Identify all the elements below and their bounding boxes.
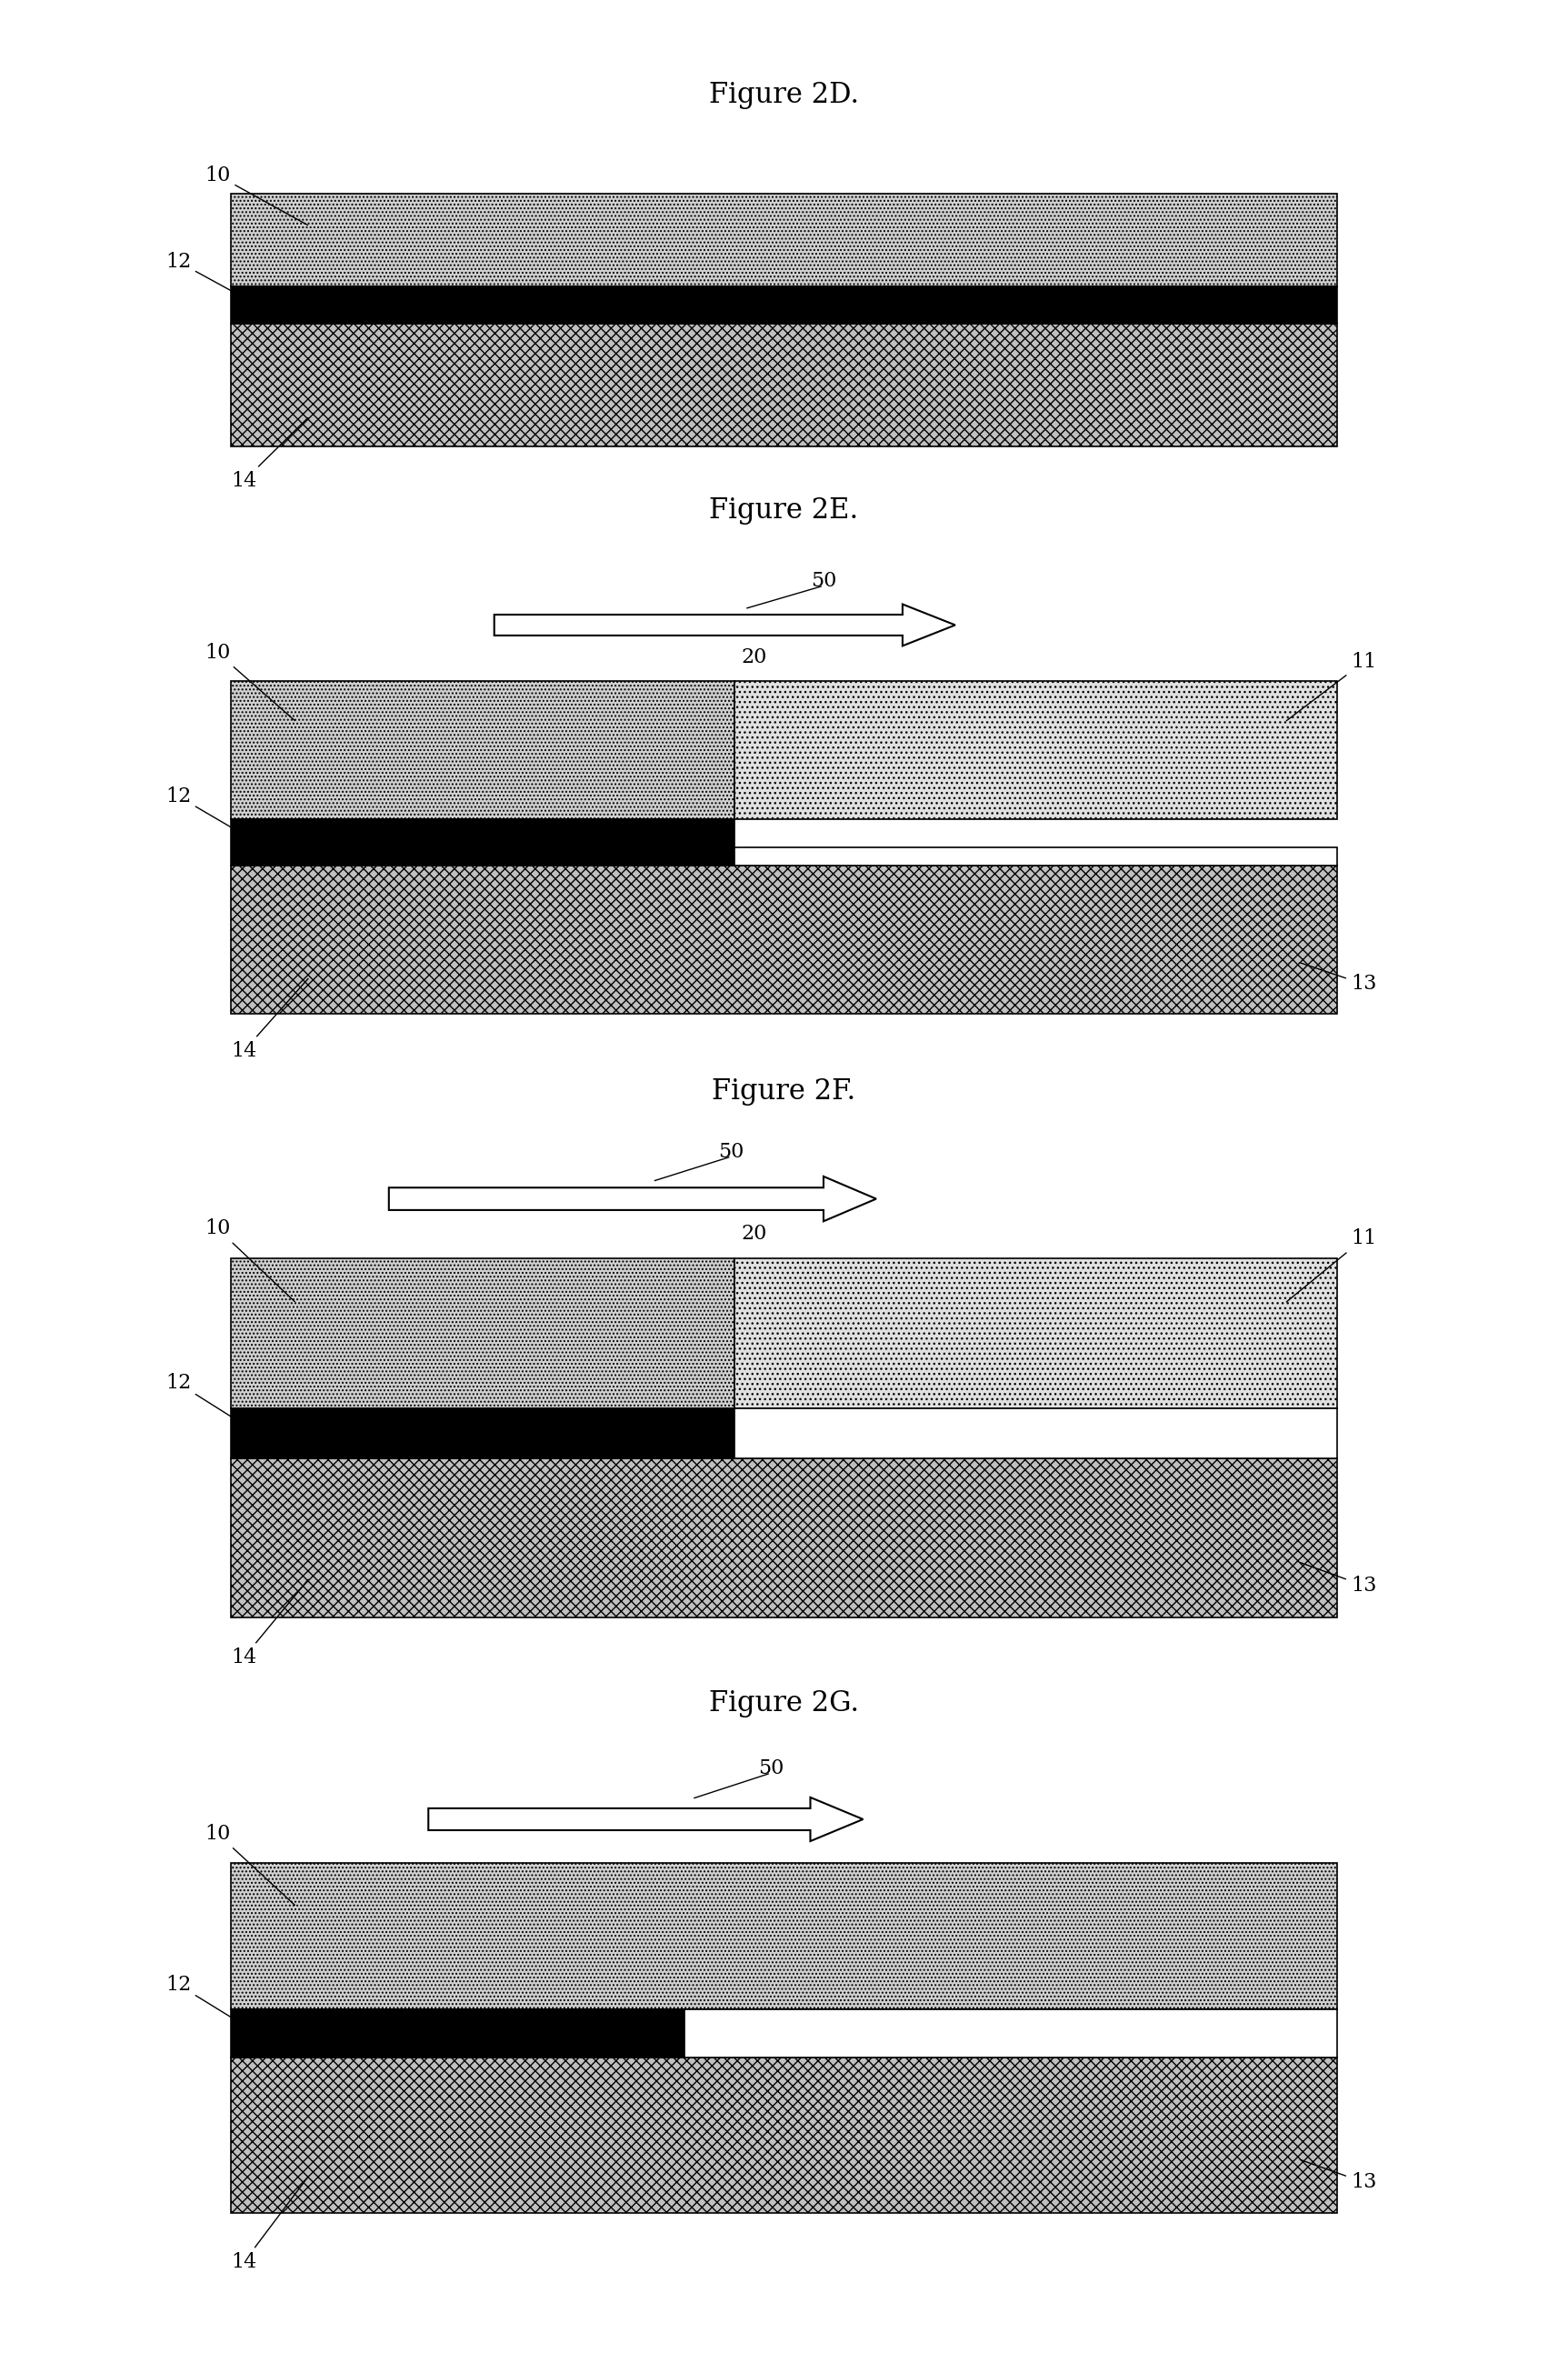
Bar: [230, 1407, 734, 1457]
Text: 12: 12: [165, 1974, 256, 2031]
Text: 50: 50: [811, 572, 836, 591]
Text: 10: 10: [205, 1825, 295, 1906]
Text: 20: 20: [740, 648, 767, 667]
Text: Figure 2F.: Figure 2F.: [712, 1077, 856, 1106]
Text: 10: 10: [205, 1220, 295, 1303]
Text: 14: 14: [230, 1580, 309, 1668]
Bar: [230, 1457, 1338, 1618]
Polygon shape: [494, 605, 955, 645]
Bar: [230, 195, 1338, 287]
Text: 13: 13: [1300, 963, 1377, 994]
Polygon shape: [389, 1177, 877, 1222]
Text: Figure 2E.: Figure 2E.: [709, 496, 859, 524]
Bar: [230, 287, 1338, 323]
Text: 50: 50: [718, 1141, 745, 1160]
Bar: [734, 1407, 1338, 1457]
Text: 14: 14: [230, 418, 307, 491]
Bar: [230, 323, 1338, 446]
Text: 13: 13: [1300, 1561, 1377, 1595]
Text: 50: 50: [757, 1758, 784, 1777]
Bar: [230, 2010, 684, 2057]
Text: 12: 12: [165, 1374, 256, 1431]
Text: 11: 11: [1286, 1229, 1377, 1303]
Text: 14: 14: [230, 2176, 309, 2271]
Text: 20: 20: [740, 1224, 767, 1243]
Text: 12: 12: [165, 252, 256, 304]
Text: 13: 13: [1300, 2159, 1377, 2193]
Bar: [734, 681, 1338, 819]
Text: 14: 14: [230, 978, 309, 1061]
Bar: [684, 2010, 1338, 2057]
Bar: [230, 2057, 1338, 2214]
Text: 11: 11: [1286, 653, 1377, 721]
Text: Figure 2G.: Figure 2G.: [709, 1690, 859, 1718]
Bar: [230, 819, 734, 866]
Bar: [230, 1863, 1338, 2010]
Bar: [734, 847, 1338, 866]
Bar: [230, 1258, 734, 1407]
Bar: [230, 866, 1338, 1013]
Bar: [734, 1258, 1338, 1407]
Bar: [230, 681, 734, 819]
Text: 12: 12: [165, 785, 256, 842]
Text: Figure 2D.: Figure 2D.: [709, 81, 859, 109]
Text: 10: 10: [205, 643, 295, 721]
Text: 10: 10: [205, 166, 307, 225]
Polygon shape: [428, 1796, 862, 1841]
